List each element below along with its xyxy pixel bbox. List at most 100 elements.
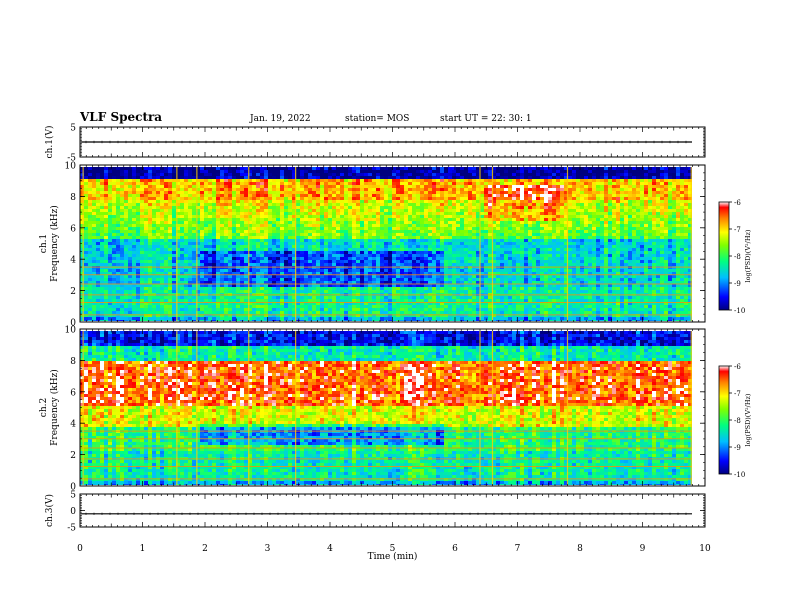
spectrogram-cell [300,203,304,206]
spectrogram-cell [332,182,336,185]
spectrogram-cell [264,254,268,257]
spectrogram-cell [324,170,328,173]
spectrogram-cell [320,314,324,317]
spectrogram-cell [128,281,132,284]
spectrogram-cell [416,185,420,188]
spectrogram-cell [180,239,184,242]
spectrogram-cell [340,170,344,173]
spectrogram-cell [228,242,232,245]
spectrogram-cell [208,185,212,188]
spectrogram-cell [280,206,284,209]
spectrogram-cell [336,263,340,266]
spectrogram-cell [340,314,344,317]
spectrogram-cell [332,251,336,254]
spectrogram-cell [388,290,392,293]
spectrogram-cell [312,185,316,188]
spectrogram-cell [156,233,160,236]
spectrogram-cell [112,236,116,239]
spectrogram-cell [160,302,164,305]
spectrogram-cell [392,296,396,299]
spectrogram-cell [364,305,368,308]
spectrogram-cell [108,218,112,221]
spectrogram-cell [268,227,272,230]
spectrogram-cell [92,218,96,221]
spectrogram-cell [188,182,192,185]
spectrogram-cell [380,308,384,311]
spectrogram-cell [248,302,252,305]
spectrogram-cell [420,260,424,263]
spectrogram-cell [336,197,340,200]
spectrogram-cell [196,308,200,311]
spectrogram-cell [112,311,116,314]
spectrogram-cell [368,206,372,209]
spectrogram-cell [404,173,408,176]
spectrogram-cell [248,197,252,200]
spectrogram-cell [336,218,340,221]
spectrogram-cell [96,206,100,209]
spectrogram-cell [264,278,268,281]
spectrogram-cell [212,176,216,179]
spectrogram-cell [312,287,316,290]
spectrogram-cell [424,320,428,321]
spectrogram-cell [184,263,188,266]
spectrogram-cell [392,263,396,266]
spectrogram-cell [272,167,276,170]
spectrogram-cell [104,275,108,278]
spectrogram-cell [460,287,464,290]
spectrogram-cell [432,182,436,185]
spectrogram-cell [360,308,364,311]
spectrogram-cell [140,221,144,224]
spectrogram-cell [460,197,464,200]
spectrogram-cell [384,206,388,209]
spectrogram-cell [328,218,332,221]
spectrogram-cell [304,302,308,305]
spectrogram-cell [232,197,236,200]
spectrogram-cell [460,227,464,230]
spectrogram-cell [348,212,352,215]
spectrogram-cell [116,170,120,173]
spectrogram-cell [172,254,176,257]
spectrogram-cell [216,260,220,263]
spectrogram-cell [452,179,456,182]
spectrogram-cell [400,242,404,245]
spectrogram-cell [440,206,444,209]
spectrogram-cell [176,230,180,233]
spectrogram-cell [84,296,88,299]
spectrogram-cell [120,236,124,239]
spectrogram-cell [324,221,328,224]
spectrogram-cell [312,239,316,242]
spectrogram-cell [140,179,144,182]
spectrogram-cell [200,308,204,311]
spectrogram-cell [360,212,364,215]
spectrogram-cell [464,170,468,173]
spectrogram-cell [416,263,420,266]
spectrogram-cell [420,254,424,257]
spectrogram-cell [132,281,136,284]
spectrogram-cell [384,185,388,188]
spectrogram-cell [160,233,164,236]
spectrogram-cell [180,242,184,245]
spectrogram-cell [92,203,96,206]
spectrogram-cell [116,299,120,302]
spectrogram-cell [384,233,388,236]
spectrogram-cell [116,209,120,212]
spectrogram-cell [304,314,308,317]
spectrogram-cell [88,179,92,182]
spectrogram-cell [324,209,328,212]
spectrogram-cell [360,287,364,290]
spectrogram-cell [172,230,176,233]
spectrogram-cell [276,272,280,275]
spectrogram-cell [232,182,236,185]
spectrogram-cell [304,176,308,179]
spectrogram-cell [172,221,176,224]
spectrogram-cell [412,296,416,299]
spectrogram-cell [316,305,320,308]
spectrogram-cell [432,212,436,215]
spectrogram-cell [224,290,228,293]
spectrogram-cell [200,194,204,197]
spectrogram-cell [228,236,232,239]
spectrogram-cell [120,191,124,194]
spectrogram-cell [324,179,328,182]
spectrogram-cell [372,272,376,275]
spectrogram-cell [348,248,352,251]
